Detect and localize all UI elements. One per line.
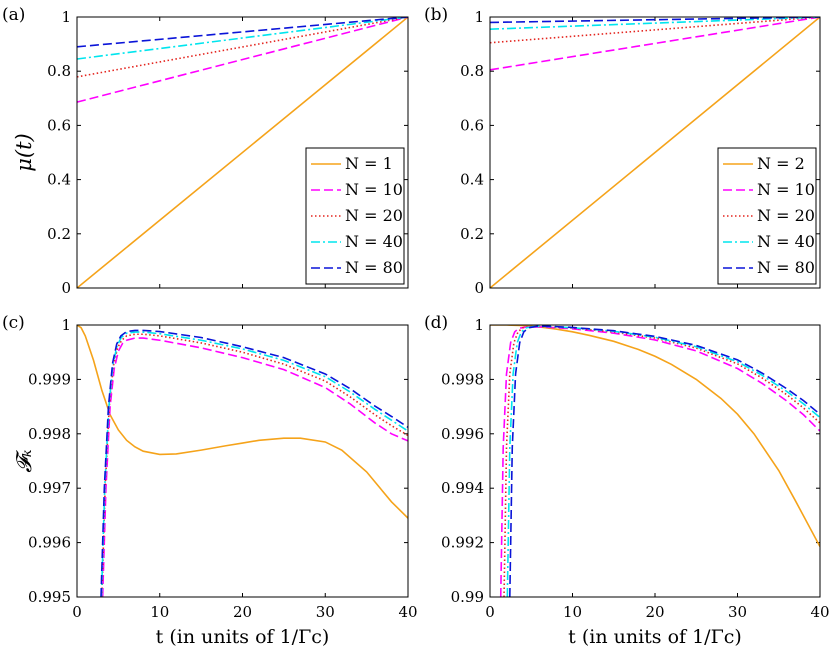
panel-c: (c) 0 10 20 30 40 0.995 0.996 0.997 0.998 0.999 1 𝓕ₖ… (2, 313, 418, 648)
y-tick-label: 0.996 (441, 425, 484, 443)
legend-entry: N = 40 (757, 232, 815, 251)
series-line-n-40 (506, 325, 820, 597)
x-tick-label: 40 (810, 603, 829, 621)
x-tick-label: 0 (485, 603, 495, 621)
y-tick-label: 0 (474, 279, 484, 297)
legend-entry: N = 80 (757, 258, 815, 277)
y-tick-label: 1 (61, 8, 71, 26)
y-tick-label: 0.4 (47, 171, 71, 189)
y-tick-label: 0.8 (460, 62, 484, 80)
y-tick-label: 0.8 (47, 62, 71, 80)
series-line-n-10 (101, 337, 408, 597)
y-tick-label: 0.2 (47, 225, 71, 243)
legend-entry: N = 10 (345, 180, 403, 199)
x-tick-label: 0 (72, 603, 82, 621)
y-tick-label: 0.994 (441, 479, 484, 497)
panel-label: (d) (424, 313, 448, 333)
series-line-n-20 (503, 325, 820, 597)
y-tick-label: 0.2 (460, 225, 484, 243)
legend-entry: N = 20 (345, 206, 403, 225)
legend-entry: N = 2 (757, 154, 805, 173)
x-tick-label: 20 (645, 603, 664, 621)
panel-a: (a)00.20.40.60.81μ(t) N = 1N = 10N = 20N … (2, 5, 409, 297)
y-axis-label: 𝓕ₖ (12, 449, 36, 472)
legend-box (717, 147, 817, 285)
panel-d: (d) 0 10 20 30 40 0.99 0.992 0.994 0.996 0.998 1 t (… (424, 313, 830, 648)
y-tick-label: 0.997 (28, 479, 71, 497)
series-line-n-10 (490, 17, 820, 71)
x-tick-label: 10 (150, 603, 169, 621)
y-tick-label: 1 (474, 316, 484, 334)
panel-label: (b) (424, 5, 448, 25)
x-axis-label: t (in units of 1/Γc) (568, 626, 742, 648)
series-line-n-10 (77, 17, 408, 103)
legend-entry: N = 10 (757, 180, 815, 199)
legend-entry: N = 40 (345, 232, 403, 251)
series-line-n-20 (77, 17, 408, 78)
panel-label: (a) (2, 5, 25, 25)
y-tick-label: 0.996 (28, 534, 71, 552)
axes-box (76, 324, 409, 598)
x-tick-label: 30 (316, 603, 335, 621)
series-line-n-20 (101, 333, 408, 597)
x-tick-label: 20 (233, 603, 252, 621)
y-tick-label: 0.998 (441, 370, 484, 388)
series-line-n-10 (499, 326, 820, 597)
axes-box (489, 324, 821, 598)
panel-label: (c) (2, 313, 25, 333)
legend-entry: N = 20 (757, 206, 815, 225)
series-line-n-1 (77, 17, 408, 288)
axes-box (489, 16, 821, 289)
y-axis-label: μ(t) (12, 133, 36, 171)
x-tick-label: 30 (728, 603, 747, 621)
y-tick-label: 0.4 (460, 171, 484, 189)
series-line-n-2 (490, 17, 820, 288)
legend-box (305, 147, 405, 285)
series-line-n-80 (490, 17, 820, 24)
series-line-n-80 (509, 325, 820, 597)
series-line-n-80 (100, 329, 408, 597)
y-tick-label: 1 (61, 316, 71, 334)
series-line-n-40 (100, 331, 408, 597)
y-tick-label: 1 (474, 8, 484, 26)
y-tick-label: 0.99 (451, 588, 484, 606)
series-line-n-2 (490, 325, 820, 548)
y-tick-label: 0.995 (28, 588, 71, 606)
panel-b: (b) 0 0.2 0.4 0.6 0.8 1 N = 2 N = 10 N = 20 N = 40… (424, 5, 821, 297)
legend: N = 1 N = 10 N = 20 N = 40 N = 80 (305, 147, 405, 285)
series-line-n-1 (77, 325, 408, 519)
y-tick-label: 0.992 (441, 534, 484, 552)
y-tick-label: 0 (61, 279, 71, 297)
x-tick-label: 40 (398, 603, 417, 621)
series-line-n-40 (77, 17, 408, 60)
series-line-n-80 (77, 17, 408, 48)
y-tick-label: 0.6 (460, 116, 484, 134)
legend: N = 2 N = 10 N = 20 N = 40 N = 80 (717, 147, 817, 285)
axes-box (76, 16, 409, 289)
y-tick-label: 0.6 (47, 116, 71, 134)
x-axis-label: t (in units of 1/Γc) (156, 626, 330, 648)
series-line-n-40 (490, 17, 820, 30)
x-tick-label: 10 (563, 603, 582, 621)
legend-entry: N = 1 (345, 154, 393, 173)
legend-entry: N = 80 (345, 258, 403, 277)
y-tick-label: 0.999 (28, 370, 71, 388)
y-tick-label: 0.998 (28, 425, 71, 443)
